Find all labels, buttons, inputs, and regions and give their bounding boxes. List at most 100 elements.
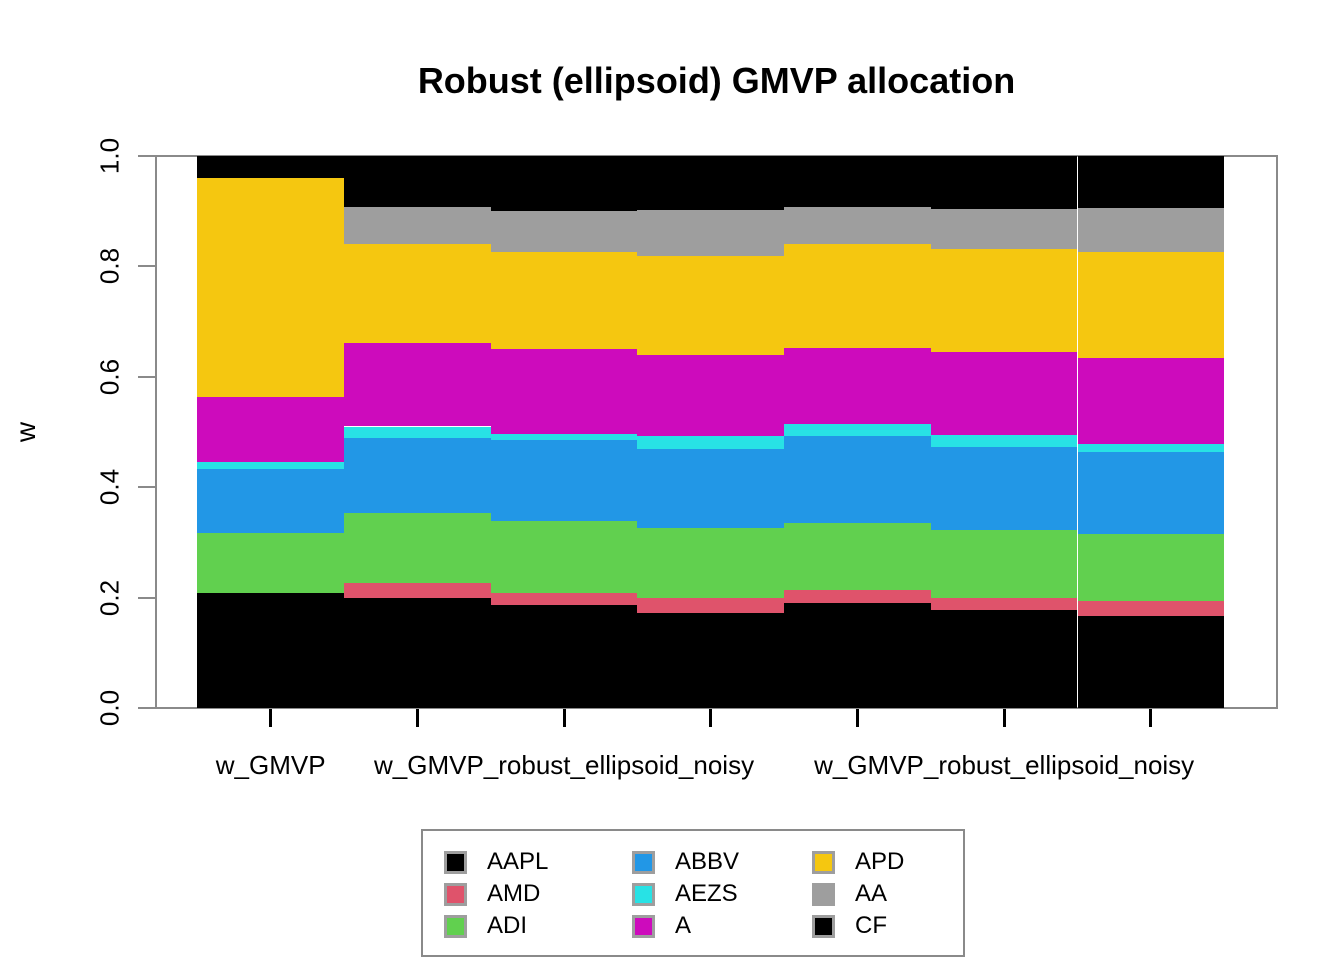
bar-segment-APD — [784, 244, 931, 348]
bar-segment-AAPL — [930, 609, 1078, 708]
bar-segment-AAPL — [637, 613, 785, 708]
y-axis-tick — [138, 596, 156, 599]
chart-title: Robust (ellipsoid) GMVP allocation — [417, 60, 1016, 101]
y-axis-title: w — [10, 421, 41, 443]
bar-segment-ABBV — [637, 449, 785, 529]
x-axis-tick — [269, 709, 273, 727]
bar-segment-APD — [344, 244, 491, 344]
legend-swatch-icon — [812, 850, 835, 874]
bar-segment-ABBV — [1077, 451, 1225, 535]
x-axis-label: w_GMVP — [215, 750, 326, 780]
bar-segment-AA — [930, 209, 1078, 249]
bar-segment-ADI — [1077, 534, 1225, 602]
bar-segment-AMD — [490, 592, 638, 605]
legend: AAPL AMD ADI ABBV AEZS A APD AA CF — [421, 829, 965, 957]
bar-5 — [930, 156, 1078, 708]
legend-label: A — [675, 912, 692, 939]
x-axis-tick — [709, 709, 713, 727]
legend-label: CF — [855, 912, 887, 939]
bar-segment-A — [1077, 358, 1225, 444]
bar-segment-A — [344, 343, 491, 427]
y-axis-tick-label: 0.8 — [94, 248, 125, 285]
y-axis-tick — [138, 155, 156, 157]
bar-segment-AEZS — [1077, 443, 1225, 452]
bar-segment-ADI — [490, 521, 638, 593]
bar-segment-ABBV — [784, 435, 931, 523]
bar-segment-ADI — [344, 513, 491, 584]
legend-entry-ABBV: ABBV — [632, 846, 739, 878]
bar-segment-CF — [490, 156, 638, 212]
legend-label: APD — [855, 848, 905, 875]
legend-entry-AA: AA — [812, 878, 887, 910]
y-axis-tick — [138, 707, 156, 709]
x-axis-tick — [415, 709, 419, 727]
x-axis-tick — [1149, 709, 1153, 727]
bar-segment-AA — [1077, 208, 1225, 252]
bar-segment-APD — [490, 251, 638, 350]
legend-entry-APD: APD — [812, 846, 904, 878]
y-axis-tick — [138, 265, 156, 268]
bar-segment-A — [637, 354, 785, 436]
legend-swatch-icon — [812, 914, 835, 938]
legend-label: AA — [855, 880, 888, 907]
bar-segment-ABBV — [344, 438, 491, 514]
legend-entry-A: A — [632, 910, 691, 942]
legend-swatch-icon — [444, 914, 467, 938]
legend-label: AMD — [487, 880, 541, 907]
bar-segment-CF — [1077, 156, 1225, 209]
x-axis-label: w_GMVP_robust_ellipsoid_noisy — [374, 750, 755, 780]
bar-1 — [344, 156, 491, 708]
bar-segment-AMD — [1077, 601, 1225, 616]
bar-segment-AEZS — [930, 434, 1078, 448]
x-axis-label: w_GMVP_robust_ellipsoid_noisy — [814, 750, 1195, 780]
legend-swatch-icon — [444, 850, 467, 874]
bar-segment-AAPL — [784, 603, 931, 708]
bar-6 — [1077, 156, 1225, 708]
bar-segment-ADI — [637, 528, 785, 599]
y-axis-tick-label: 0.6 — [94, 358, 125, 395]
bar-segment-A — [930, 351, 1078, 435]
bar-segment-AEZS — [197, 461, 344, 469]
y-axis-tick-label: 0.4 — [94, 469, 125, 506]
legend-entry-CF: CF — [812, 910, 887, 942]
legend-swatch-icon — [444, 882, 467, 906]
bar-segment-CF — [930, 156, 1078, 209]
bar-segment-APD — [197, 177, 344, 398]
bar-2 — [490, 156, 638, 708]
x-axis-tick — [1002, 709, 1006, 727]
bar-segment-AEZS — [784, 423, 931, 436]
legend-entry-AEZS: AEZS — [632, 878, 738, 910]
bar-segment-APD — [637, 255, 785, 355]
bar-3 — [637, 156, 785, 708]
y-axis-tick-label: 0.0 — [94, 689, 125, 727]
y-axis-tick-label: 0.2 — [94, 579, 125, 616]
y-axis-tick — [138, 486, 156, 489]
bar-segment-CF — [637, 156, 785, 211]
legend-label: AAPL — [487, 848, 549, 875]
bar-segment-AMD — [930, 597, 1078, 610]
y-axis-tick — [138, 375, 156, 378]
bar-segment-AEZS — [637, 435, 785, 450]
x-axis-tick — [562, 709, 566, 727]
bar-segment-CF — [784, 156, 931, 207]
bar-segment-AMD — [344, 583, 491, 599]
legend-swatch-icon — [632, 850, 655, 874]
bar-segment-AA — [784, 206, 931, 245]
bar-segment-AMD — [784, 589, 931, 604]
bar-segment-A — [490, 349, 638, 434]
legend-entry-ADI: ADI — [444, 910, 527, 942]
bar-segment-ADI — [784, 522, 931, 590]
bar-segment-ADI — [197, 533, 344, 594]
bar-0 — [197, 156, 344, 708]
bar-segment-AEZS — [490, 433, 638, 441]
legend-entry-AAPL: AAPL — [444, 846, 548, 878]
bar-segment-ABBV — [930, 447, 1078, 530]
legend-swatch-icon — [632, 882, 655, 906]
bar-segment-A — [784, 347, 931, 424]
bar-segment-AAPL — [490, 604, 638, 708]
bar-segment-A — [197, 397, 344, 462]
bar-segment-APD — [1077, 251, 1225, 359]
bar-segment-CF — [344, 156, 491, 207]
y-axis-tick-label: 1.0 — [94, 137, 125, 175]
